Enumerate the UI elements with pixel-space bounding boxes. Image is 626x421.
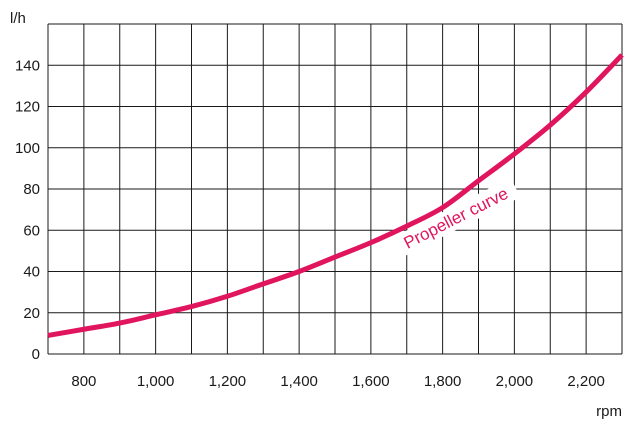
y-tick-label: 40 [23, 264, 40, 281]
y-tick-label: 140 [15, 57, 40, 74]
series-line [47, 53, 624, 338]
x-tick-label: 1,800 [424, 373, 462, 390]
y-tick-label: 0 [32, 346, 40, 363]
y-tick-label: 100 [15, 140, 40, 157]
x-tick-labels: 800 1,000 1,200 1,400 1,600 1,800 2,000 2,200 [71, 373, 605, 390]
curve-annotation: Propeller curve [391, 177, 521, 259]
y-tick-label: 60 [23, 222, 40, 239]
x-tick-label: 2,000 [496, 373, 534, 390]
annotation-background [391, 177, 521, 259]
y-axis-label: l/h [10, 10, 26, 27]
x-tick-label: 1,200 [209, 373, 247, 390]
y-tick-label: 20 [23, 305, 40, 322]
y-tick-label: 80 [23, 181, 40, 198]
y-tick-label: 120 [15, 99, 40, 116]
x-axis-label: rpm [596, 403, 622, 420]
x-tick-label: 800 [71, 373, 96, 390]
x-tick-label: 1,400 [280, 373, 318, 390]
annotation-layer: Propeller curve [391, 177, 521, 259]
x-tick-label: 1,000 [137, 373, 175, 390]
annotation-label: Propeller curve [401, 184, 511, 253]
series-layer [47, 53, 624, 338]
grid [47, 23, 623, 355]
y-tick-labels: 0 20 40 60 80 100 120 140 [15, 57, 40, 363]
x-tick-label: 2,200 [567, 373, 605, 390]
x-tick-label: 1,600 [352, 373, 390, 390]
